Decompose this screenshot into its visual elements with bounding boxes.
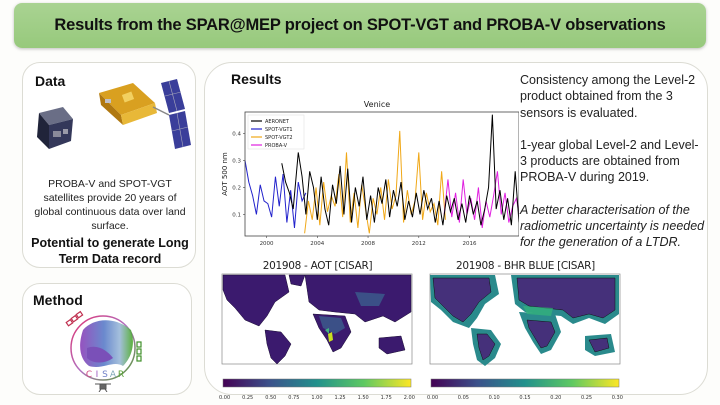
venice-aot-chart: Venice AOT 500 nm 2000 2004 2008 2012 2016 0.… bbox=[219, 98, 520, 258]
x-tick-label: 2000 bbox=[260, 241, 274, 247]
aot-colorbar-tick-1: 0.25 bbox=[242, 395, 254, 401]
finding-global-products: 1-year global Level-2 and Level-3 produc… bbox=[520, 137, 699, 185]
bhr-colorbar-tick-6: 0.30 bbox=[611, 395, 623, 401]
aot-world-map bbox=[221, 273, 413, 365]
chart-title: Venice bbox=[364, 100, 390, 109]
aot-map: 201908 - AOT [CISAR] bbox=[215, 260, 420, 401]
chart-legend: AERONET SPOT-VGT1 SPOT-VGT2 PROBA-V bbox=[247, 114, 305, 150]
bhr-colorbar-tick-1: 0.05 bbox=[457, 395, 469, 401]
bhr-colorbar-tick-2: 0.10 bbox=[488, 395, 500, 401]
results-panel: Results Venice AOT 500 nm 2000 2004 2008 20… bbox=[204, 62, 708, 401]
bhr-map-title: 201908 - BHR BLUE [CISAR] bbox=[456, 260, 595, 272]
poster-title: Results from the SPAR@MEP project on SPO… bbox=[54, 16, 666, 34]
series-line-spot-vgt1 bbox=[244, 160, 307, 228]
bhr-colorbar-tick-0: 0.00 bbox=[427, 395, 439, 401]
legend-label-aeronet: AERONET bbox=[265, 119, 290, 125]
method-panel: Method bbox=[22, 283, 192, 395]
title-banner: Results from the SPAR@MEP project on SPO… bbox=[14, 3, 706, 48]
x-tick-label: 2012 bbox=[412, 241, 426, 247]
cisar-logo-icon: C I S A R bbox=[65, 310, 142, 392]
aot-colorbar-tick-7: 1.75 bbox=[380, 395, 392, 401]
y-tick-label: 0.3 bbox=[232, 159, 241, 165]
data-panel-title: Data bbox=[35, 73, 66, 89]
data-potential-statement: Potential to generate Long Term Data rec… bbox=[31, 236, 189, 266]
venice-aot-chart-svg: Venice AOT 500 nm 2000 2004 2008 2012 2016 0.… bbox=[221, 100, 520, 247]
aot-colorbar-tick-5: 1.25 bbox=[334, 395, 346, 401]
proba-v-satellite-icon bbox=[37, 107, 73, 149]
bhr-colorbar-tick-3: 0.15 bbox=[519, 395, 531, 401]
chart-y-axis-label: AOT 500 nm bbox=[221, 152, 229, 196]
cisar-letter-a: A bbox=[110, 370, 117, 380]
bhr-world-map bbox=[429, 273, 621, 366]
drone-icon bbox=[95, 383, 111, 392]
cisar-letter-i: I bbox=[96, 370, 99, 380]
bhr-blue-map: 201908 - BHR BLUE [CISAR] bbox=[423, 260, 628, 401]
cisar-letter-r: R bbox=[118, 370, 124, 380]
aot-colorbar-tick-0: 0.00 bbox=[219, 395, 231, 401]
data-panel: Data PROBA-V and SPOT-VGT satellites pro… bbox=[22, 62, 196, 268]
x-tick-label: 2004 bbox=[310, 241, 324, 247]
spot-vgt-satellite-icon bbox=[99, 79, 191, 149]
bhr-colorbar-tick-4: 0.20 bbox=[550, 395, 562, 401]
aot-colorbar-tick-6: 1.50 bbox=[357, 395, 369, 401]
series-line-proba-v bbox=[443, 171, 520, 228]
aot-colorbar-tick-2: 0.50 bbox=[265, 395, 277, 401]
aot-colorbar bbox=[222, 378, 412, 388]
bhr-colorbar-ticks: 0.00 0.05 0.10 0.15 0.20 0.25 0.30 bbox=[427, 395, 623, 401]
y-tick-label: 0.4 bbox=[232, 132, 241, 138]
legend-label-spot-vgt2: SPOT-VGT2 bbox=[265, 135, 293, 141]
y-tick-label: 0.2 bbox=[232, 185, 241, 191]
method-panel-title: Method bbox=[33, 292, 83, 308]
results-panel-title: Results bbox=[231, 71, 282, 87]
series-line-spot-vgt2 bbox=[304, 130, 446, 234]
cisar-letter-s: S bbox=[102, 370, 108, 380]
finding-uncertainty: A better characterisation of the radiome… bbox=[520, 202, 705, 250]
bhr-colorbar-tick-5: 0.25 bbox=[580, 395, 593, 401]
legend-label-proba-v: PROBA-V bbox=[265, 143, 288, 149]
legend-label-spot-vgt1: SPOT-VGT1 bbox=[265, 127, 293, 133]
aot-colorbar-ticks: 0.00 0.25 0.50 0.75 1.00 1.25 1.50 1.75 2.00 bbox=[219, 395, 415, 401]
aot-map-title: 201908 - AOT [CISAR] bbox=[262, 260, 373, 272]
results-findings: Consistency among the Level-2 product ob… bbox=[520, 72, 705, 267]
aot-colorbar-tick-3: 0.75 bbox=[288, 395, 300, 401]
aot-colorbar-tick-4: 1.00 bbox=[311, 395, 323, 401]
aot-colorbar-tick-8: 2.00 bbox=[403, 395, 415, 401]
data-description: PROBA-V and SPOT-VGT satellites provide … bbox=[34, 178, 186, 232]
x-tick-label: 2016 bbox=[463, 241, 477, 247]
finding-consistency: Consistency among the Level-2 product ob… bbox=[520, 73, 696, 120]
bhr-colorbar bbox=[430, 378, 620, 388]
series-line-aeronet bbox=[281, 114, 520, 226]
cisar-letter-c: C bbox=[86, 370, 92, 380]
x-tick-label: 2008 bbox=[361, 241, 375, 247]
y-tick-label: 0.1 bbox=[232, 212, 241, 218]
